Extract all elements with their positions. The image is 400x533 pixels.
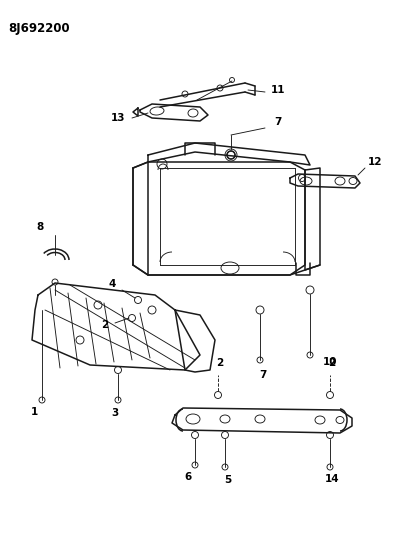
- Text: 7: 7: [259, 370, 267, 380]
- Text: 5: 5: [224, 475, 232, 485]
- Text: 8J692200: 8J692200: [8, 22, 70, 35]
- Text: 14: 14: [325, 474, 339, 484]
- Text: 11: 11: [271, 85, 285, 95]
- Text: 2: 2: [216, 358, 224, 368]
- Text: 2: 2: [101, 320, 109, 330]
- Text: 4: 4: [108, 279, 116, 289]
- Text: 2: 2: [328, 358, 336, 368]
- Text: 10: 10: [323, 357, 337, 367]
- Text: 8: 8: [36, 222, 44, 232]
- Text: 6: 6: [184, 472, 192, 482]
- Text: 12: 12: [368, 157, 382, 167]
- Text: 3: 3: [111, 408, 119, 418]
- Text: 13: 13: [111, 113, 125, 123]
- Text: 7: 7: [274, 117, 282, 127]
- Text: 1: 1: [30, 407, 38, 417]
